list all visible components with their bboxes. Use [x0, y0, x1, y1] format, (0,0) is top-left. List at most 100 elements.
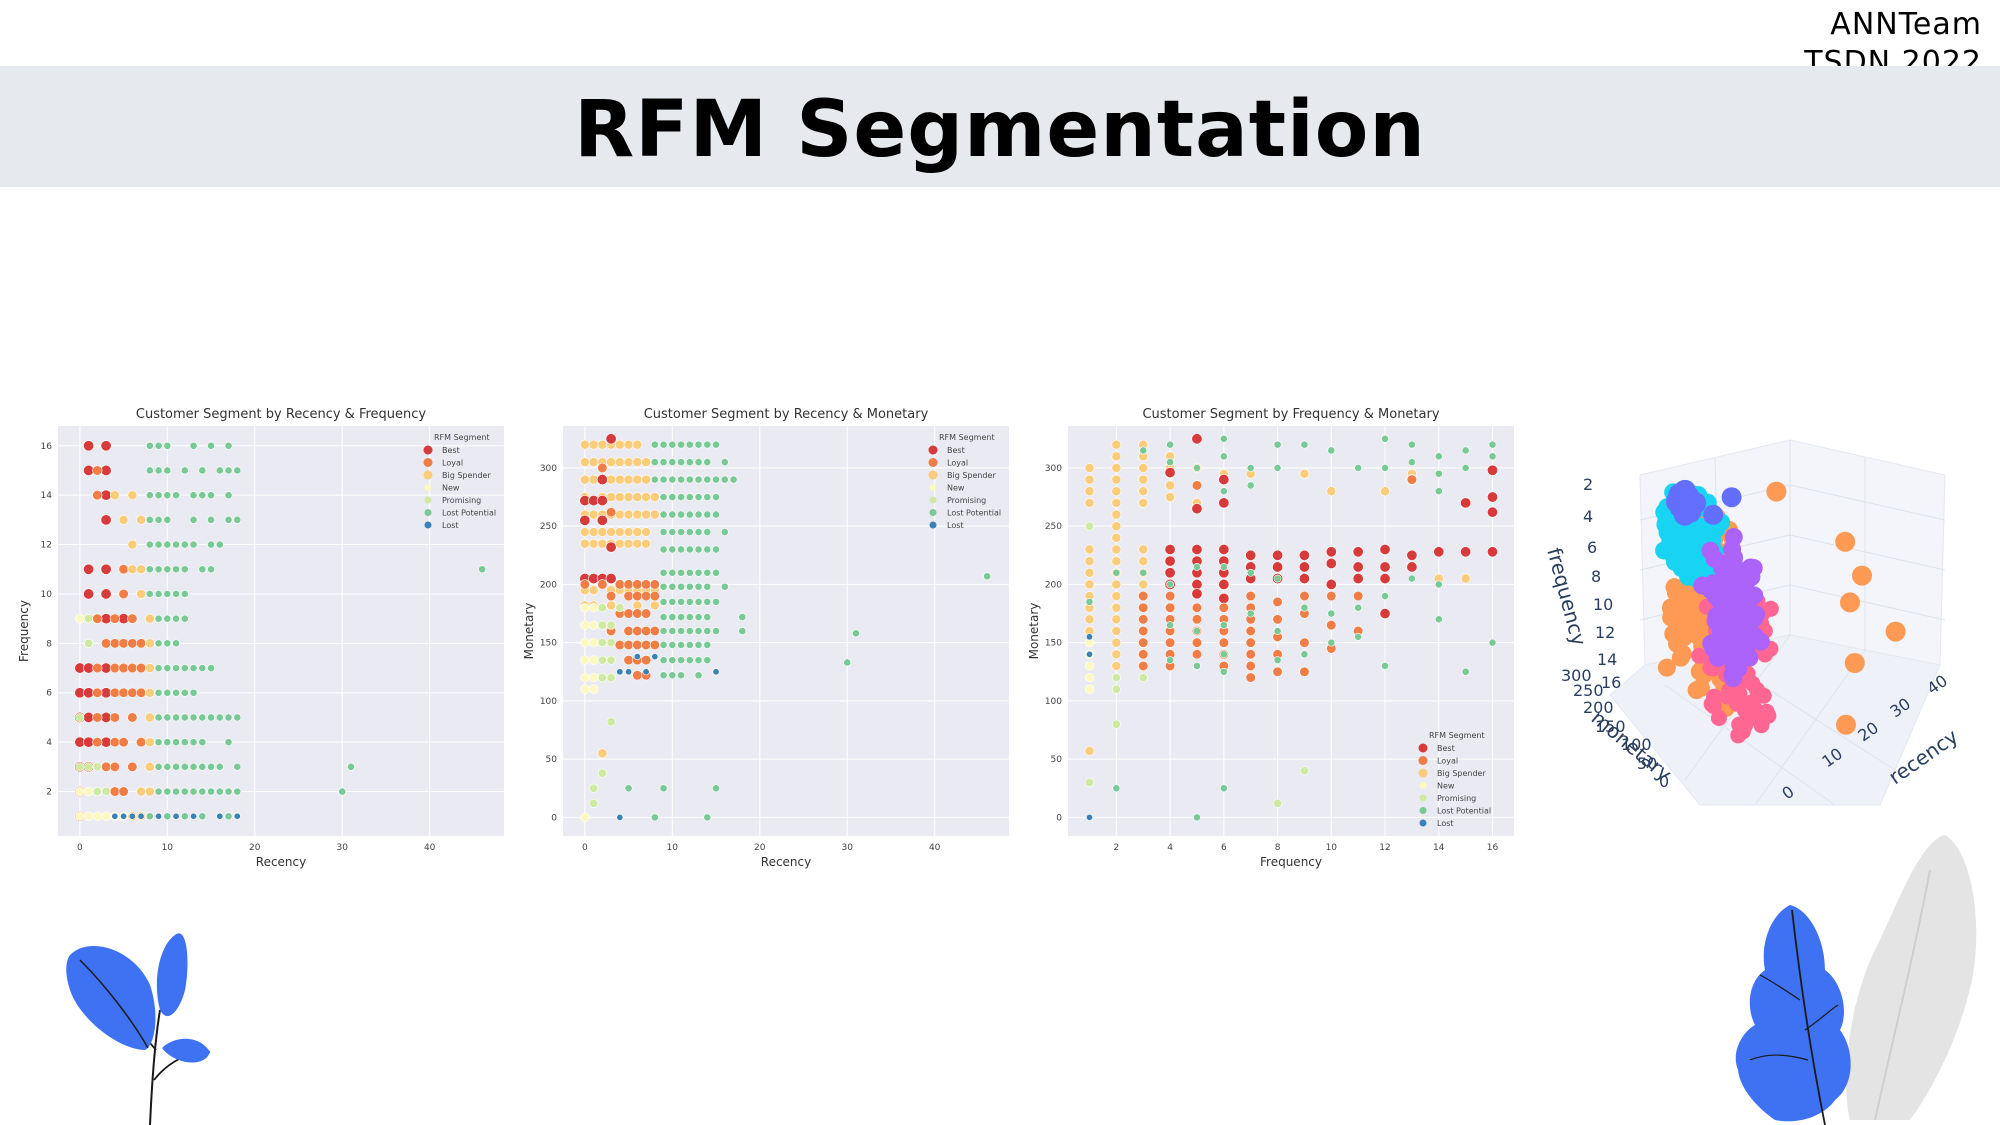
data-point	[632, 527, 643, 537]
data-point	[1111, 673, 1121, 683]
data-point	[92, 613, 103, 624]
data-point	[694, 597, 703, 606]
data-point	[1379, 608, 1391, 620]
z-tick-label: 12	[1595, 623, 1615, 642]
data-point	[1219, 452, 1228, 461]
y-tick-label: 6	[46, 689, 52, 699]
data-point	[1246, 464, 1255, 472]
data-point	[605, 507, 617, 518]
data-point	[1191, 602, 1203, 613]
data-point	[172, 614, 180, 623]
data-point	[668, 528, 677, 536]
data-point	[1085, 597, 1094, 606]
data-point	[1272, 549, 1284, 561]
x-tick-label: 14	[1433, 843, 1445, 853]
data-point	[1381, 592, 1389, 600]
data-point	[92, 787, 102, 797]
data-point	[180, 664, 189, 672]
data-point	[163, 540, 172, 549]
data-point	[712, 493, 720, 501]
data-point	[100, 514, 112, 526]
data-point	[632, 474, 643, 485]
data-point	[1138, 660, 1149, 672]
data-point	[180, 565, 189, 574]
data-point	[1352, 573, 1364, 585]
data-point	[1139, 568, 1148, 577]
data-point	[694, 545, 703, 554]
data-point	[623, 492, 634, 502]
chart-3d-rfm-svg: 246810121416050100150200250300010203040f…	[1542, 439, 1963, 806]
data-point	[189, 441, 198, 450]
series-loyal	[92, 465, 147, 797]
data-point	[659, 493, 668, 501]
data-point	[694, 671, 703, 680]
data-point	[588, 655, 599, 665]
data-point	[1381, 434, 1389, 443]
data-point	[703, 656, 712, 665]
plot3d-point	[1662, 599, 1681, 618]
legend-marker	[929, 521, 937, 529]
data-point	[1488, 452, 1497, 461]
data-point	[1299, 666, 1310, 677]
y-axis-label: Monetary	[1027, 603, 1041, 660]
plot3d-point	[1751, 632, 1770, 651]
x-tick-label: 0	[582, 843, 588, 853]
data-point	[712, 668, 720, 676]
data-point	[1138, 590, 1149, 602]
z-tick-label: 4	[1583, 507, 1593, 526]
data-point	[642, 668, 650, 676]
data-point	[677, 613, 685, 621]
data-point	[198, 812, 207, 821]
data-point	[1218, 602, 1229, 613]
data-point	[1434, 452, 1443, 461]
legend-marker	[928, 445, 938, 455]
data-point	[677, 528, 685, 536]
data-point	[694, 641, 703, 649]
legend-item: Loyal	[442, 459, 463, 468]
data-point	[1084, 567, 1095, 578]
data-point	[1434, 615, 1443, 624]
series-big-spender	[109, 490, 155, 822]
data-point	[83, 711, 95, 723]
data-point	[1354, 603, 1363, 612]
y-tick-label: 10	[41, 590, 53, 600]
data-point	[650, 813, 659, 822]
data-point	[1219, 667, 1228, 676]
y-tick-label: 2	[46, 788, 52, 798]
legend-item: Lost	[442, 521, 459, 530]
data-point	[1460, 497, 1472, 509]
data-point	[1084, 556, 1095, 567]
data-point	[720, 582, 729, 591]
data-point	[172, 812, 180, 820]
data-point	[580, 637, 590, 648]
data-point	[101, 787, 111, 797]
data-point	[623, 509, 634, 520]
data-point	[1138, 614, 1149, 625]
data-point	[189, 688, 198, 697]
data-point	[136, 589, 146, 599]
y-tick-label: 300	[1561, 666, 1592, 685]
legend-item: Loyal	[1437, 757, 1458, 766]
data-point	[1111, 661, 1122, 671]
data-point	[338, 787, 347, 796]
data-point	[1406, 474, 1418, 485]
y-tick-label: 16	[41, 442, 53, 452]
data-point	[163, 762, 172, 771]
data-point	[207, 664, 215, 672]
data-point	[580, 603, 590, 613]
data-point	[198, 491, 207, 500]
plot3d-point	[1745, 609, 1764, 628]
data-point	[694, 475, 703, 484]
legend-item: Promising	[947, 496, 986, 505]
data-point	[738, 627, 747, 635]
data-point	[606, 474, 616, 485]
data-point	[712, 545, 720, 554]
data-point	[1084, 486, 1095, 497]
data-point	[1299, 590, 1310, 602]
data-point	[588, 509, 599, 520]
legend-marker	[1419, 782, 1427, 789]
data-point	[1487, 491, 1499, 503]
plot3d-point	[1691, 647, 1708, 664]
data-point	[1138, 673, 1148, 683]
plot3d-point-cloud	[1655, 479, 1906, 744]
